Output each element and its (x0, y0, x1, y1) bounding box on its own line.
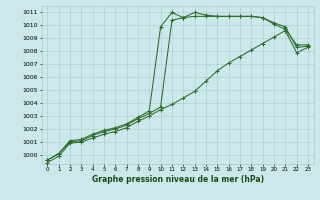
X-axis label: Graphe pression niveau de la mer (hPa): Graphe pression niveau de la mer (hPa) (92, 175, 264, 184)
